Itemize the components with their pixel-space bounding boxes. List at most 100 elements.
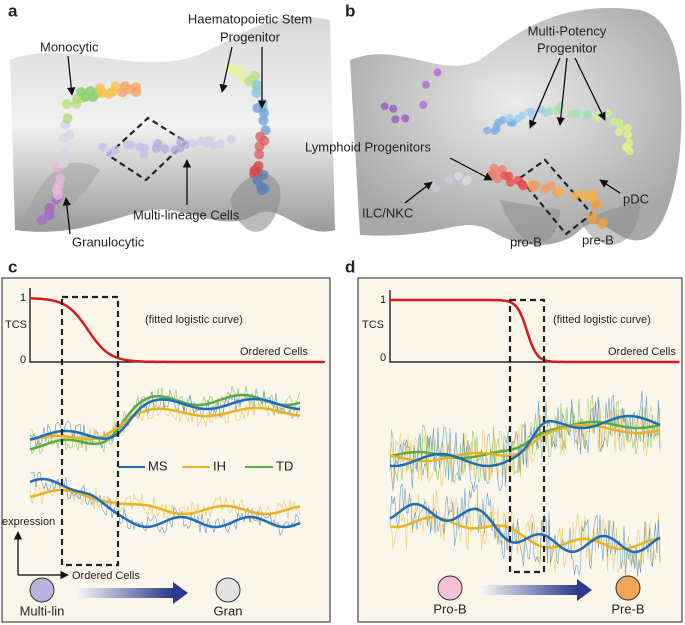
cell-dot <box>505 113 514 122</box>
expression-lines <box>389 298 680 577</box>
trend-line <box>29 471 301 536</box>
state-circle <box>215 577 241 603</box>
trend-line <box>389 414 661 468</box>
cell-dot <box>188 138 198 148</box>
annotation: Monocytic <box>40 39 99 54</box>
state-label: Pre-B <box>611 601 644 616</box>
cell-dot <box>59 148 70 159</box>
cell-dot <box>581 193 591 203</box>
state-label: Multi-lin <box>20 603 65 618</box>
state-circle <box>29 577 55 603</box>
cell-dot <box>546 180 556 190</box>
tick-label: 1 <box>20 292 26 304</box>
note: (fitted logistic curve) <box>553 314 651 326</box>
trend-line <box>29 397 301 441</box>
tick-label: 1 <box>380 294 386 306</box>
trend-line <box>389 390 661 492</box>
dashed-window <box>60 295 120 567</box>
axis-label: Ordered Cells <box>240 346 308 358</box>
cell-dot <box>419 100 428 109</box>
arrow <box>529 57 561 129</box>
cell-dot <box>251 88 262 99</box>
trend-line <box>29 488 301 516</box>
trend-line <box>390 298 680 364</box>
cell-dot <box>62 113 73 124</box>
axis-label: expression <box>2 516 55 528</box>
cell-dot <box>249 70 260 81</box>
transition-arrow <box>78 588 173 598</box>
cell-dot <box>583 110 592 119</box>
cell-dot <box>545 107 554 116</box>
panel-label: b <box>345 1 355 20</box>
trend-line <box>389 490 661 574</box>
state-label: Pro-B <box>433 601 466 616</box>
cell-dots <box>36 62 634 229</box>
cell-dot <box>592 199 602 209</box>
cell-dot <box>490 127 499 136</box>
valley-b2 <box>580 200 640 245</box>
note: (fitted logistic curve) <box>145 314 243 326</box>
legend-label: IH <box>213 458 226 473</box>
state-label: Gran <box>214 603 243 618</box>
cell-dot <box>555 187 565 197</box>
cell-dot <box>572 108 581 117</box>
transition-arrow-head <box>173 582 188 604</box>
legend-label: MS <box>148 458 168 473</box>
state-circle <box>615 575 641 601</box>
cell-dot <box>505 177 515 187</box>
arrow <box>67 55 76 96</box>
annotation: Haematopoietic Stem <box>188 11 312 26</box>
dashed-window <box>508 298 546 574</box>
cell-dot <box>98 142 108 152</box>
arrow <box>62 197 72 235</box>
cell-dot <box>258 115 269 126</box>
cell-dot <box>432 184 441 193</box>
axis-label: TCS <box>5 319 27 331</box>
cell-dot <box>518 111 527 120</box>
trend-line <box>29 297 324 364</box>
cell-dot <box>499 116 508 125</box>
trend-line <box>29 406 301 442</box>
cell-dot <box>259 183 270 194</box>
state-circle <box>437 575 463 601</box>
cell-dot <box>252 80 263 91</box>
cell-dot <box>598 217 608 227</box>
trend-line <box>389 502 661 554</box>
annotation: Multi-lineage Cells <box>133 207 240 222</box>
cell-dot <box>531 180 541 190</box>
cell-dot <box>623 130 632 139</box>
cell-dot <box>258 107 269 118</box>
cell-dot <box>254 149 265 160</box>
annotation: Lymphoid Progenitors <box>305 139 431 154</box>
valley-b <box>500 200 560 243</box>
transition-arrow-head <box>577 579 592 601</box>
axis-label: TCS <box>362 319 384 331</box>
cell-dot <box>61 99 72 110</box>
cell-dot <box>151 143 161 153</box>
cell-dot <box>75 86 86 97</box>
annotation: Progenitor <box>537 40 598 55</box>
cell-dot <box>614 117 623 126</box>
cell-dot <box>140 143 150 153</box>
cell-dot <box>556 101 565 110</box>
trend-line <box>389 515 661 551</box>
cell-dot <box>110 145 120 155</box>
cell-dot <box>454 171 463 180</box>
cell-dot <box>87 91 98 102</box>
trend-line <box>389 394 661 484</box>
annotation: Multi-Potency <box>528 23 607 38</box>
axis-label: Ordered Cells <box>72 570 140 582</box>
expression-lines <box>29 297 324 536</box>
cell-dot <box>593 113 602 122</box>
cell-dot <box>446 175 455 184</box>
cell-dot <box>461 177 470 186</box>
cell-dot <box>433 68 442 77</box>
cell-dot <box>421 80 430 89</box>
cell-dot <box>126 140 136 150</box>
tick-label: 0 <box>20 354 26 366</box>
arrow <box>556 57 568 126</box>
cell-dot <box>623 143 632 152</box>
trend-line <box>29 393 301 451</box>
cell-dot <box>209 140 219 150</box>
